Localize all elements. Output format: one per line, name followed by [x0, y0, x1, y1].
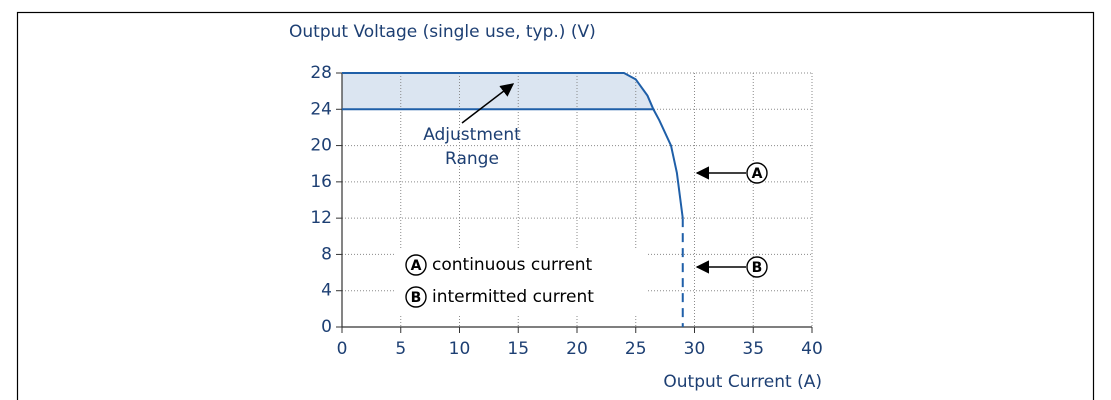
callout-circle	[746, 256, 768, 278]
x-tick-label: 0	[337, 339, 348, 359]
y-tick-label: 4	[321, 281, 332, 301]
legend-marker-circle	[405, 286, 427, 308]
annotation-arrow	[461, 83, 515, 124]
callout-letter: A	[752, 166, 763, 182]
x-tick-label: 15	[507, 339, 529, 359]
x-axis-label: Output Current (A)	[663, 372, 822, 392]
y-tick-label: 12	[310, 208, 332, 228]
callout-circle	[746, 162, 768, 184]
y-tick-label: 20	[310, 136, 332, 156]
annotation: Adjustment	[423, 125, 521, 145]
x-tick-label: 30	[684, 339, 706, 359]
y-tick-label: 16	[310, 172, 332, 192]
legend-label: intermitted current	[432, 287, 594, 307]
legend-box	[395, 248, 647, 314]
legend-marker-letter: A	[411, 258, 422, 274]
y-tick-label: 0	[321, 317, 332, 337]
y-tick-label: 28	[310, 63, 332, 83]
chart-title: Output Voltage (single use, typ.) (V)	[289, 22, 596, 42]
x-tick-label: 5	[395, 339, 406, 359]
callout-letter: B	[752, 260, 763, 276]
adjustment-range-fill	[342, 73, 654, 110]
annotation: Range	[445, 149, 499, 169]
x-tick-label: 20	[566, 339, 588, 359]
legend-label: continuous current	[432, 255, 593, 275]
x-tick-label: 40	[801, 339, 823, 359]
x-tick-label: 10	[449, 339, 471, 359]
legend-marker-letter: B	[411, 290, 422, 306]
frame	[16, 11, 1095, 400]
x-tick-label: 25	[625, 339, 647, 359]
x-tick-label: 35	[742, 339, 764, 359]
legend-marker-circle	[405, 254, 427, 276]
y-tick-label: 8	[321, 244, 332, 264]
y-tick-label: 24	[310, 99, 332, 119]
